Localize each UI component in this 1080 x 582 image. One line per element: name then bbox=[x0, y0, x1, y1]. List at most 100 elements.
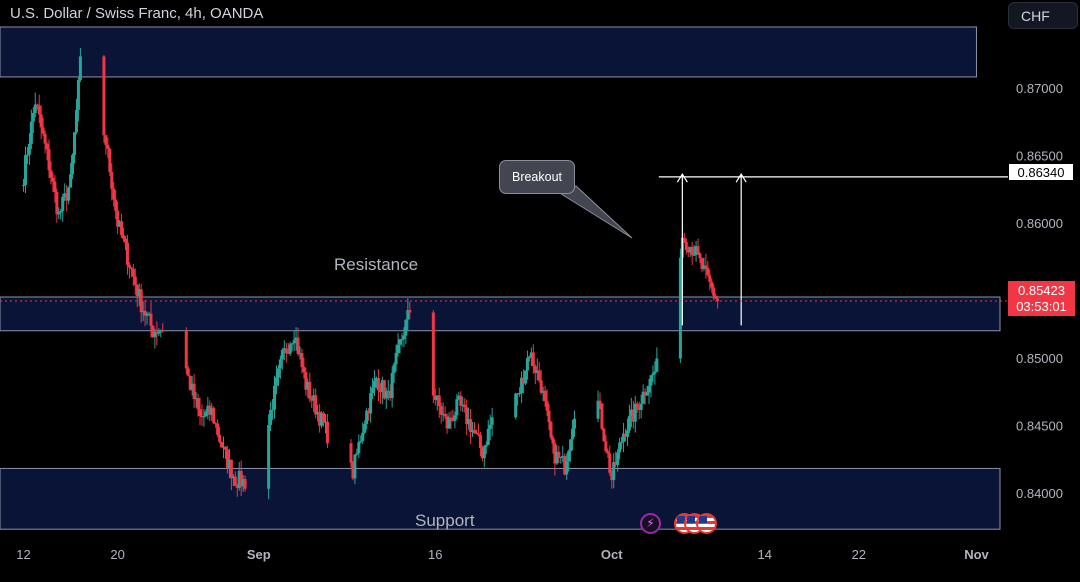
candle-body bbox=[614, 462, 618, 465]
candle-body bbox=[437, 395, 441, 407]
candle-body bbox=[302, 366, 306, 373]
lightning-bolt-icon[interactable]: ⚡ bbox=[640, 513, 661, 534]
upper-zone bbox=[0, 26, 977, 78]
candle-body bbox=[457, 395, 461, 400]
time-tick-label: Nov bbox=[964, 547, 989, 562]
candle-body bbox=[367, 410, 371, 414]
candle-body bbox=[73, 132, 77, 156]
candle-body bbox=[237, 470, 241, 488]
candle-body bbox=[43, 133, 47, 144]
candle-body bbox=[322, 412, 326, 423]
candles-layer bbox=[22, 47, 720, 500]
candle-body bbox=[188, 375, 192, 390]
candle-body bbox=[41, 127, 45, 134]
candle-body bbox=[690, 246, 694, 256]
candle-body bbox=[533, 366, 537, 373]
candle-body bbox=[110, 171, 114, 189]
candle-body bbox=[325, 421, 329, 444]
candle-body bbox=[135, 284, 139, 297]
candle-body bbox=[57, 212, 61, 215]
candle-body bbox=[543, 390, 547, 402]
candle-body bbox=[78, 56, 82, 80]
candle-body bbox=[641, 391, 645, 404]
time-tick-label: Oct bbox=[601, 547, 623, 562]
candle-body bbox=[218, 434, 222, 442]
candle-body bbox=[633, 403, 637, 422]
candle-body bbox=[69, 174, 73, 188]
candle-body bbox=[220, 441, 224, 448]
candle-body bbox=[537, 370, 541, 381]
candle-body bbox=[635, 403, 639, 408]
candle-body bbox=[208, 405, 212, 415]
candle-body bbox=[431, 312, 435, 396]
zones-layer bbox=[0, 26, 1001, 530]
us-flag-icon[interactable] bbox=[696, 513, 717, 534]
candle-body bbox=[527, 356, 531, 359]
candle-body bbox=[35, 104, 39, 106]
candle-body bbox=[647, 385, 651, 393]
arrow-head bbox=[735, 173, 747, 183]
candle-body bbox=[306, 382, 310, 390]
candle-body bbox=[190, 383, 194, 390]
candle-body bbox=[206, 405, 210, 412]
candle-body bbox=[316, 411, 320, 415]
candle-body bbox=[573, 418, 577, 429]
candle-body bbox=[620, 441, 624, 443]
candle-body bbox=[231, 476, 235, 479]
last-price-tag: 0.85423 03:53:01 bbox=[1008, 281, 1075, 316]
candle-body bbox=[127, 264, 131, 268]
candle-body bbox=[684, 242, 688, 251]
candle-body bbox=[29, 121, 33, 144]
candle-body bbox=[273, 385, 277, 410]
candle-body bbox=[465, 407, 469, 425]
candle-body bbox=[384, 391, 388, 399]
candle-body bbox=[51, 177, 55, 182]
candle-body bbox=[308, 382, 312, 399]
currency-button[interactable]: CHF bbox=[1008, 2, 1078, 29]
candle-body bbox=[474, 433, 478, 435]
candle-body bbox=[390, 373, 394, 398]
candle-body bbox=[653, 371, 657, 374]
candle-body bbox=[386, 390, 390, 392]
candle-body bbox=[196, 398, 200, 410]
candle-body bbox=[214, 423, 218, 425]
candle-body bbox=[484, 445, 488, 447]
candle-body bbox=[447, 417, 451, 429]
candle-body bbox=[514, 393, 518, 418]
candle-body bbox=[488, 424, 492, 429]
candle-body bbox=[549, 422, 553, 438]
candle-body bbox=[535, 370, 539, 373]
candle-body bbox=[374, 378, 378, 381]
candle-body bbox=[369, 393, 373, 414]
candle-body bbox=[229, 459, 233, 479]
candle-body bbox=[392, 364, 396, 374]
candle-body bbox=[222, 446, 226, 448]
candle-body bbox=[353, 454, 357, 479]
candle-body bbox=[490, 417, 494, 425]
arrow-head bbox=[676, 173, 688, 183]
time-tick-label: 22 bbox=[852, 547, 866, 562]
candle-body bbox=[310, 398, 314, 401]
candle-body bbox=[529, 352, 533, 357]
candle-body bbox=[406, 310, 410, 320]
price-tick-label: 0.84500 bbox=[1016, 418, 1063, 433]
candle-body bbox=[467, 419, 471, 425]
candle-body bbox=[557, 451, 561, 458]
candle-body bbox=[363, 424, 367, 433]
candle-body bbox=[618, 442, 622, 453]
candle-body bbox=[184, 331, 188, 369]
candle-body bbox=[349, 443, 353, 463]
breakout-callout[interactable]: Breakout bbox=[499, 160, 575, 194]
time-axis[interactable]: 12 20 Sep 16 Oct 14 22 Nov bbox=[16, 547, 989, 562]
candle-body bbox=[300, 353, 304, 367]
candle-body bbox=[235, 485, 239, 488]
candle-body bbox=[137, 289, 141, 297]
candle-body bbox=[125, 242, 129, 265]
time-tick-label: 20 bbox=[110, 547, 124, 562]
candle-body bbox=[55, 192, 59, 215]
support-zone bbox=[0, 467, 1001, 530]
candle-body bbox=[292, 340, 296, 344]
candle-body bbox=[233, 476, 237, 486]
candle-body bbox=[361, 432, 365, 441]
